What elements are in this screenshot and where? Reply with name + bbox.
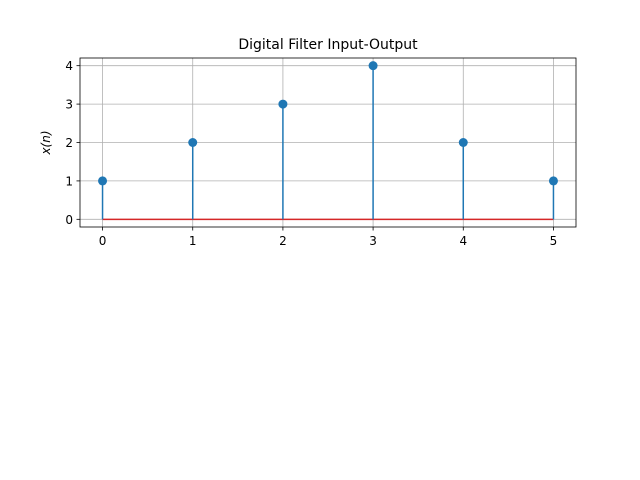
stem-marker [368,61,378,71]
x-tick-label: 2 [279,234,287,248]
y-axis-label: x(n) [39,130,53,155]
stem-marker [458,138,468,147]
y-tick-label: 0 [65,213,73,227]
y-axis-label-group: x(n) [39,130,53,155]
y-tick-label: 4 [65,59,73,73]
stem-marker [548,176,558,186]
axis-ticks: 0 1 2 3 4 5 0 1 2 3 4 [65,59,557,248]
y-tick-label: 3 [65,98,73,112]
stems [98,61,558,220]
stem-marker [98,176,108,186]
x-tick-label: 0 [99,234,107,248]
stem-marker [278,99,288,109]
stem-marker [188,138,198,147]
x-tick-label: 5 [550,234,558,248]
x-tick-label: 4 [459,234,467,248]
x-tick-label: 3 [369,234,377,248]
y-tick-label: 2 [65,136,73,150]
chart-title: Digital Filter Input-Output [238,37,418,53]
x-tick-label: 1 [189,234,197,248]
y-tick-label: 1 [65,174,73,188]
